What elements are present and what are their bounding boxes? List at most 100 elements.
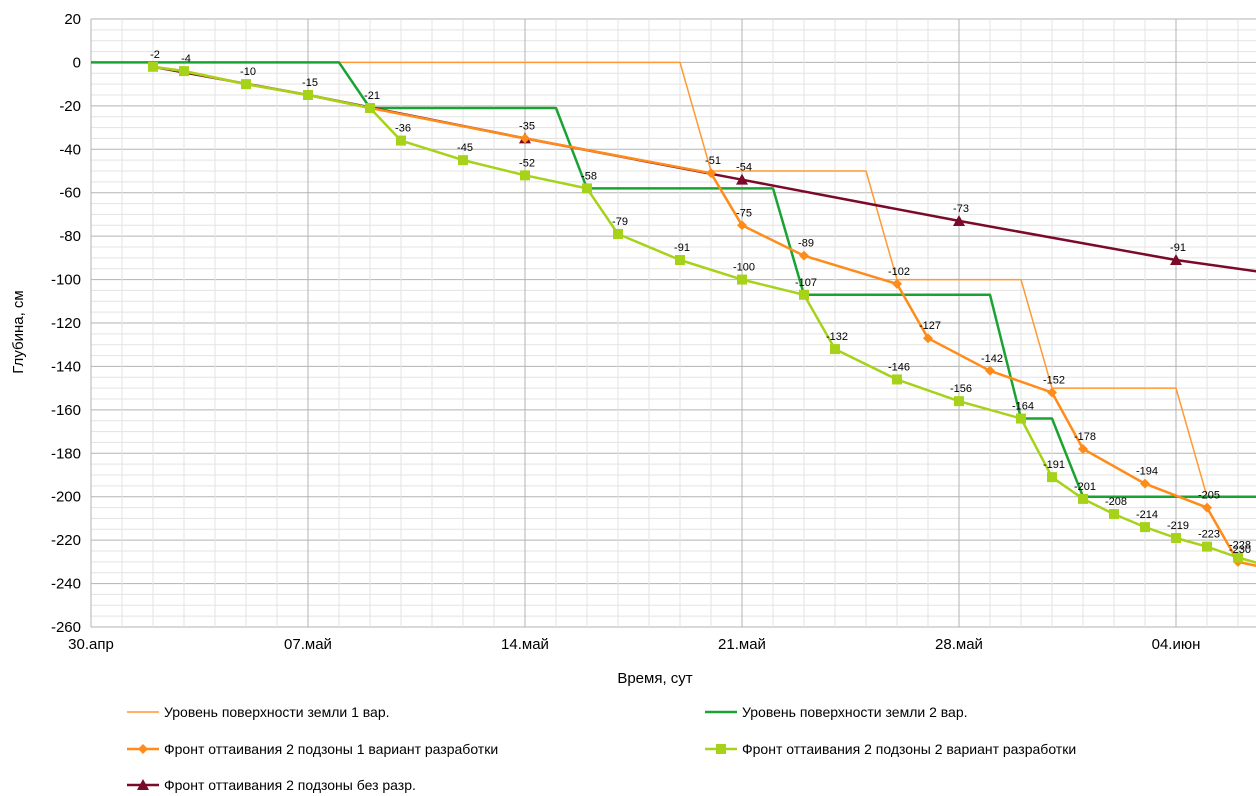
marker-square	[241, 79, 251, 90]
y-tick-label: -240	[51, 576, 81, 593]
y-tick-label: -40	[59, 141, 81, 158]
marker-square	[830, 344, 840, 355]
data-label: -73	[953, 203, 969, 215]
marker-square	[954, 396, 964, 407]
data-label: -36	[395, 123, 411, 135]
x-tick-label: 21.май	[718, 636, 766, 653]
y-tick-label: -180	[51, 445, 81, 462]
data-label: -223	[1198, 529, 1220, 541]
series-markers	[148, 61, 1243, 567]
data-label: -146	[888, 361, 910, 373]
x-tick-label: 14.май	[501, 636, 549, 653]
y-tick-label: -220	[51, 532, 81, 549]
marker-square	[675, 255, 685, 266]
y-tick-label: -60	[59, 185, 81, 202]
data-label: -100	[733, 262, 755, 274]
data-label: -191	[1043, 459, 1065, 471]
marker-square	[179, 66, 189, 77]
marker-square	[396, 135, 406, 146]
data-label: -89	[798, 238, 814, 250]
y-axis-ticks: 20 0 -20 -40 -60 -80 -100 -120 -140 -160 -180 -200 -…	[51, 11, 81, 636]
data-label: -194	[1136, 466, 1158, 478]
data-label: -15	[302, 77, 318, 89]
data-label: -45	[457, 142, 473, 154]
data-label: -152	[1043, 374, 1065, 386]
marker-square	[148, 61, 158, 72]
marker-square	[1078, 493, 1088, 504]
x-tick-label: 04.июн	[1152, 636, 1201, 653]
marker-square	[1047, 472, 1057, 483]
marker-square	[1016, 413, 1026, 424]
data-label: -58	[581, 170, 597, 182]
data-label: -214	[1136, 509, 1158, 521]
marker-diamond	[985, 365, 995, 376]
series-line	[152, 65, 1256, 564]
data-label: -132	[826, 331, 848, 343]
series-line	[152, 65, 1256, 567]
data-label: -201	[1074, 481, 1096, 493]
data-label: -79	[612, 216, 628, 228]
data-label: -2	[150, 49, 160, 61]
data-label: -51	[705, 155, 721, 167]
data-label: -208	[1105, 496, 1127, 508]
data-label: -142	[981, 353, 1003, 365]
data-label: -164	[1012, 401, 1034, 413]
data-label: -156	[950, 383, 972, 395]
data-label: -102	[888, 266, 910, 278]
y-tick-label: -140	[51, 358, 81, 375]
data-label: -107	[795, 277, 817, 289]
marker-square	[520, 170, 530, 181]
data-label: -228	[1229, 540, 1251, 552]
marker-diamond	[1078, 443, 1088, 454]
marker-diamond	[923, 333, 933, 344]
data-label: -219	[1167, 520, 1189, 532]
marker-square	[1171, 532, 1181, 543]
marker-square	[1140, 522, 1150, 533]
marker-square	[458, 155, 468, 166]
marker-diamond	[1047, 387, 1057, 398]
marker-diamond	[706, 168, 716, 179]
data-label: -91	[674, 242, 690, 254]
marker-square	[1233, 552, 1243, 563]
marker-square	[303, 90, 313, 100]
data-label: -35	[519, 120, 535, 132]
y-tick-label: -200	[51, 489, 81, 506]
x-axis-title: Время, сут	[617, 670, 692, 687]
marker-diamond	[520, 133, 530, 144]
data-label: -205	[1198, 490, 1220, 502]
x-tick-label: 30.апр	[68, 636, 114, 653]
series-line	[91, 61, 1256, 498]
marker-diamond	[892, 278, 902, 289]
y-tick-label: -120	[51, 315, 81, 332]
data-label: -4	[181, 53, 191, 65]
x-tick-label: 07.май	[284, 636, 332, 653]
y-tick-label: -80	[59, 228, 81, 245]
y-tick-label: -160	[51, 402, 81, 419]
data-label: -10	[240, 66, 256, 78]
data-label: -230	[1229, 544, 1251, 556]
marker-square	[1109, 509, 1119, 520]
marker-diamond	[1140, 478, 1150, 489]
marker-square	[613, 228, 623, 239]
data-label: -52	[519, 157, 535, 169]
marker-diamond	[1202, 502, 1212, 513]
data-label: -21	[364, 90, 380, 102]
marker-diamond	[737, 220, 747, 231]
grid	[90, 18, 1256, 628]
marker-triangle	[953, 214, 965, 226]
data-label: -91	[1170, 242, 1186, 254]
data-label: -127	[919, 320, 941, 332]
marker-square	[737, 274, 747, 285]
y-tick-label: -260	[51, 619, 81, 636]
y-axis-title: Глубина, см	[10, 290, 27, 373]
y-tick-label: -100	[51, 272, 81, 289]
x-tick-label: 28.май	[935, 636, 983, 653]
data-label: -178	[1074, 431, 1096, 443]
marker-diamond	[799, 250, 809, 261]
series-line	[91, 61, 1256, 498]
marker-square	[1202, 541, 1212, 552]
marker-square	[582, 183, 592, 194]
data-label: -75	[736, 207, 752, 219]
marker-square	[892, 374, 902, 385]
marker-square	[799, 289, 809, 300]
